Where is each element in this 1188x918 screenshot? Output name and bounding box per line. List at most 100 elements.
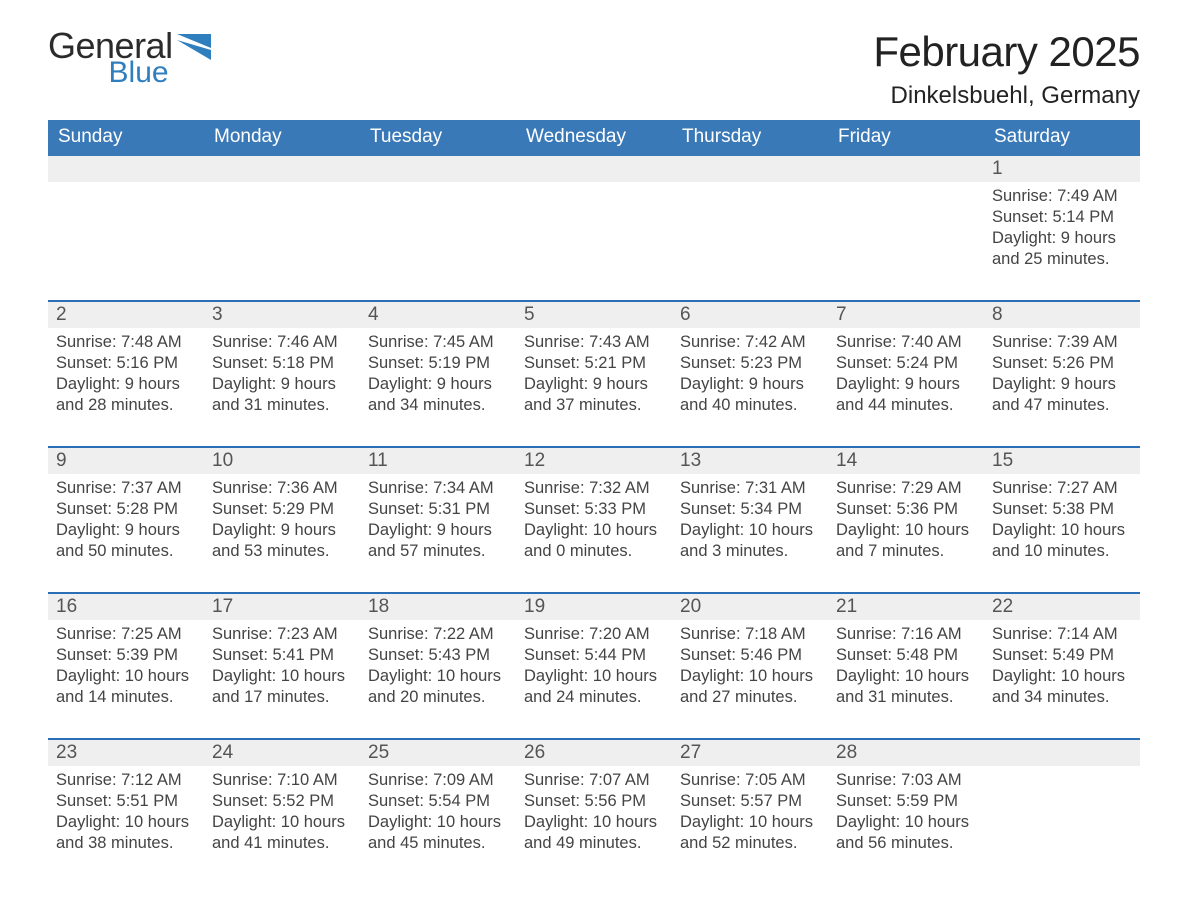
day-number [48, 156, 204, 182]
calendar-week: 16171819202122Sunrise: 7:25 AMSunset: 5:… [48, 592, 1140, 716]
daylight-text: Daylight: 10 hours and 0 minutes. [524, 520, 664, 562]
dow-tuesday: Tuesday [360, 120, 516, 156]
sunrise-text: Sunrise: 7:23 AM [212, 624, 352, 645]
sunset-text: Sunset: 5:29 PM [212, 499, 352, 520]
daylight-text: Daylight: 10 hours and 17 minutes. [212, 666, 352, 708]
day-number: 16 [48, 594, 204, 620]
sunset-text: Sunset: 5:59 PM [836, 791, 976, 812]
sunrise-text: Sunrise: 7:16 AM [836, 624, 976, 645]
day-number: 22 [984, 594, 1140, 620]
sunset-text: Sunset: 5:28 PM [56, 499, 196, 520]
daylight-text: Daylight: 10 hours and 49 minutes. [524, 812, 664, 854]
day-cell [516, 182, 672, 278]
daylight-text: Daylight: 9 hours and 44 minutes. [836, 374, 976, 416]
daylight-text: Daylight: 10 hours and 56 minutes. [836, 812, 976, 854]
header-row: General Blue February 2025 Dinkelsbuehl,… [48, 28, 1140, 110]
day-cell: Sunrise: 7:45 AMSunset: 5:19 PMDaylight:… [360, 328, 516, 424]
sunrise-text: Sunrise: 7:10 AM [212, 770, 352, 791]
day-number: 18 [360, 594, 516, 620]
title-block: February 2025 Dinkelsbuehl, Germany [873, 28, 1140, 110]
daylight-text: Daylight: 10 hours and 41 minutes. [212, 812, 352, 854]
sunset-text: Sunset: 5:57 PM [680, 791, 820, 812]
sunset-text: Sunset: 5:24 PM [836, 353, 976, 374]
daylight-text: Daylight: 10 hours and 27 minutes. [680, 666, 820, 708]
sunset-text: Sunset: 5:44 PM [524, 645, 664, 666]
sunset-text: Sunset: 5:54 PM [368, 791, 508, 812]
month-title: February 2025 [873, 28, 1140, 76]
sunset-text: Sunset: 5:51 PM [56, 791, 196, 812]
sunrise-text: Sunrise: 7:22 AM [368, 624, 508, 645]
day-number: 11 [360, 448, 516, 474]
day-number: 6 [672, 302, 828, 328]
sunrise-text: Sunrise: 7:45 AM [368, 332, 508, 353]
day-number-row: 9101112131415 [48, 448, 1140, 474]
daylight-text: Daylight: 10 hours and 38 minutes. [56, 812, 196, 854]
sunset-text: Sunset: 5:48 PM [836, 645, 976, 666]
daylight-text: Daylight: 10 hours and 3 minutes. [680, 520, 820, 562]
sunrise-text: Sunrise: 7:09 AM [368, 770, 508, 791]
sunset-text: Sunset: 5:14 PM [992, 207, 1132, 228]
daylight-text: Daylight: 9 hours and 37 minutes. [524, 374, 664, 416]
daylight-text: Daylight: 9 hours and 34 minutes. [368, 374, 508, 416]
daylight-text: Daylight: 9 hours and 50 minutes. [56, 520, 196, 562]
day-number [516, 156, 672, 182]
daylight-text: Daylight: 10 hours and 10 minutes. [992, 520, 1132, 562]
sunrise-text: Sunrise: 7:29 AM [836, 478, 976, 499]
day-number [828, 156, 984, 182]
sunrise-text: Sunrise: 7:34 AM [368, 478, 508, 499]
day-cell: Sunrise: 7:34 AMSunset: 5:31 PMDaylight:… [360, 474, 516, 570]
day-cell [48, 182, 204, 278]
day-number: 17 [204, 594, 360, 620]
sunrise-text: Sunrise: 7:03 AM [836, 770, 976, 791]
day-cell: Sunrise: 7:22 AMSunset: 5:43 PMDaylight:… [360, 620, 516, 716]
sunrise-text: Sunrise: 7:49 AM [992, 186, 1132, 207]
day-number: 26 [516, 740, 672, 766]
sunset-text: Sunset: 5:21 PM [524, 353, 664, 374]
sunrise-text: Sunrise: 7:39 AM [992, 332, 1132, 353]
daylight-text: Daylight: 10 hours and 34 minutes. [992, 666, 1132, 708]
dow-thursday: Thursday [672, 120, 828, 156]
daylight-text: Daylight: 9 hours and 40 minutes. [680, 374, 820, 416]
sunset-text: Sunset: 5:16 PM [56, 353, 196, 374]
day-cell [828, 182, 984, 278]
day-cell: Sunrise: 7:25 AMSunset: 5:39 PMDaylight:… [48, 620, 204, 716]
day-number: 10 [204, 448, 360, 474]
day-number: 25 [360, 740, 516, 766]
sunset-text: Sunset: 5:23 PM [680, 353, 820, 374]
logo-text: General Blue [48, 28, 173, 88]
sunrise-text: Sunrise: 7:20 AM [524, 624, 664, 645]
calendar-grid: Sunday Monday Tuesday Wednesday Thursday… [48, 120, 1140, 862]
day-cell: Sunrise: 7:18 AMSunset: 5:46 PMDaylight:… [672, 620, 828, 716]
day-number: 5 [516, 302, 672, 328]
day-number: 28 [828, 740, 984, 766]
day-number: 12 [516, 448, 672, 474]
day-cell: Sunrise: 7:37 AMSunset: 5:28 PMDaylight:… [48, 474, 204, 570]
day-cell: Sunrise: 7:09 AMSunset: 5:54 PMDaylight:… [360, 766, 516, 862]
day-cell: Sunrise: 7:10 AMSunset: 5:52 PMDaylight:… [204, 766, 360, 862]
day-cell: Sunrise: 7:42 AMSunset: 5:23 PMDaylight:… [672, 328, 828, 424]
sunset-text: Sunset: 5:49 PM [992, 645, 1132, 666]
day-cell: Sunrise: 7:29 AMSunset: 5:36 PMDaylight:… [828, 474, 984, 570]
day-number: 2 [48, 302, 204, 328]
day-cell: Sunrise: 7:39 AMSunset: 5:26 PMDaylight:… [984, 328, 1140, 424]
day-cell: Sunrise: 7:31 AMSunset: 5:34 PMDaylight:… [672, 474, 828, 570]
day-number: 8 [984, 302, 1140, 328]
day-cell: Sunrise: 7:14 AMSunset: 5:49 PMDaylight:… [984, 620, 1140, 716]
sunrise-text: Sunrise: 7:12 AM [56, 770, 196, 791]
sunset-text: Sunset: 5:56 PM [524, 791, 664, 812]
sunset-text: Sunset: 5:26 PM [992, 353, 1132, 374]
sunrise-text: Sunrise: 7:42 AM [680, 332, 820, 353]
day-number: 1 [984, 156, 1140, 182]
day-cell: Sunrise: 7:46 AMSunset: 5:18 PMDaylight:… [204, 328, 360, 424]
day-cell [360, 182, 516, 278]
weeks-container: 1 Sunrise: 7:49 AMSunset: 5:14 PM Daylight… [48, 156, 1140, 862]
calendar-page: General Blue February 2025 Dinkelsbuehl,… [0, 0, 1188, 918]
logo: General Blue [48, 28, 211, 88]
day-cell [672, 182, 828, 278]
daylight-text: Daylight: 10 hours and 14 minutes. [56, 666, 196, 708]
daylight-text: Daylight: 9 hours and 47 minutes. [992, 374, 1132, 416]
sunrise-text: Sunrise: 7:32 AM [524, 478, 664, 499]
sunrise-text: Sunrise: 7:27 AM [992, 478, 1132, 499]
dow-saturday: Saturday [984, 120, 1140, 156]
dow-friday: Friday [828, 120, 984, 156]
